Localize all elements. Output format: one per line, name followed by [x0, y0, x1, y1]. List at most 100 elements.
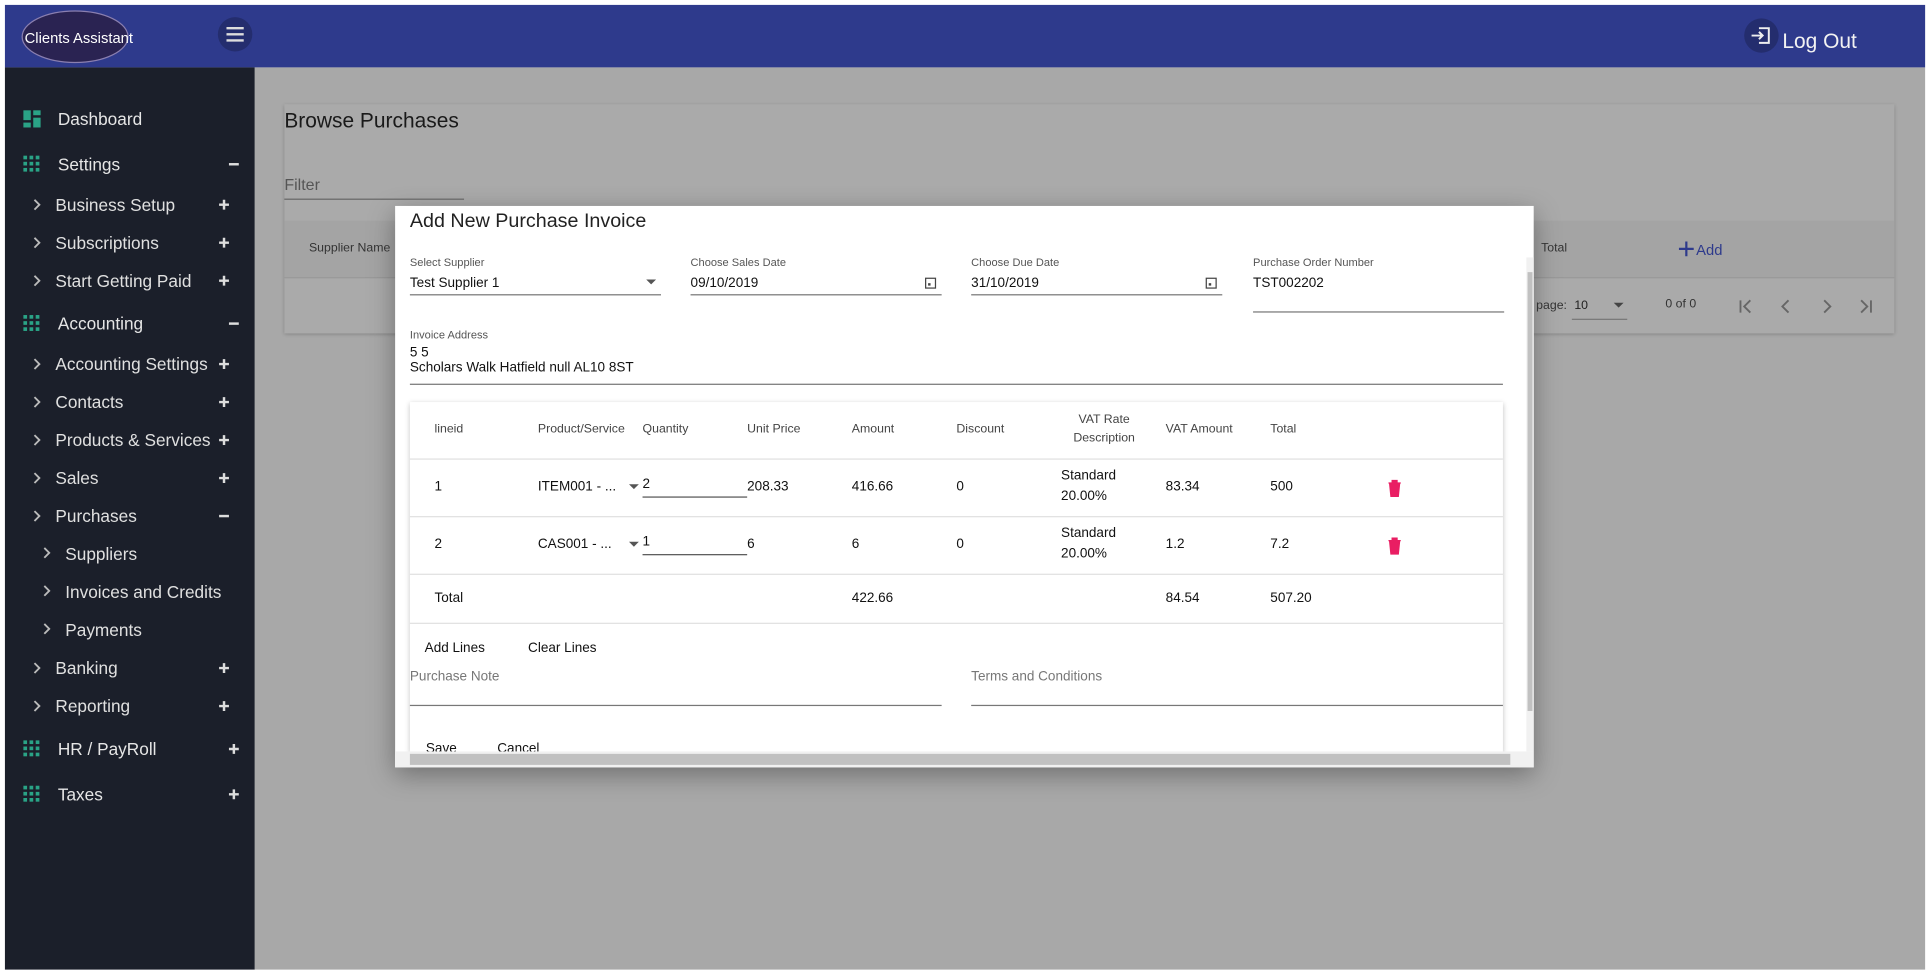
- nav-toggle[interactable]: [219, 780, 249, 809]
- select-arrow: [1613, 302, 1624, 308]
- pagination-button[interactable]: [1851, 292, 1881, 321]
- pagination-button[interactable]: [1812, 292, 1842, 321]
- menu-button[interactable]: [217, 17, 253, 52]
- select-arrow: [628, 541, 639, 547]
- field-underline: [409, 383, 1503, 385]
- nav-toggle[interactable]: [209, 266, 239, 295]
- cell: Standard 20.00%: [1061, 468, 1117, 504]
- nav-toggle[interactable]: [209, 387, 239, 416]
- nav-subitem[interactable]: Business Setup: [55, 194, 176, 215]
- field-value[interactable]: 09/10/2019: [690, 275, 759, 291]
- row-divider: [409, 622, 1503, 624]
- nav-subitem[interactable]: Products & Services: [55, 430, 211, 450]
- nav-subitem[interactable]: Purchases: [55, 506, 137, 526]
- nav-toggle[interactable]: [209, 653, 239, 682]
- input-underline: [642, 496, 748, 498]
- nav-item[interactable]: Taxes: [57, 784, 103, 805]
- field-underline: [971, 294, 1223, 296]
- nav-item[interactable]: HR / PayRoll: [57, 739, 157, 759]
- nav-subitem[interactable]: Invoices and Credits: [65, 582, 222, 602]
- nav-chevron: [33, 662, 41, 674]
- nav-toggle[interactable]: [209, 425, 239, 454]
- field-underline: [971, 704, 1503, 707]
- filter-input[interactable]: Filter: [284, 175, 320, 194]
- nav-toggle[interactable]: [219, 150, 249, 179]
- column-header: Total: [1270, 422, 1297, 437]
- logout-button[interactable]: Log Out: [1782, 29, 1857, 53]
- nav-subitem[interactable]: Contacts: [55, 392, 124, 412]
- nav-toggle[interactable]: [209, 349, 239, 378]
- nav-chevron: [33, 237, 41, 249]
- brand: Clients Assistant: [24, 29, 133, 47]
- nav-toggle[interactable]: [219, 734, 249, 763]
- cell[interactable]: ITEM001 - ...: [537, 479, 617, 494]
- total-amount: 422.66: [851, 590, 894, 606]
- address-line: 5 5: [409, 345, 429, 361]
- column-header: Unit Price: [747, 422, 801, 437]
- logout-icon[interactable]: [1744, 18, 1779, 53]
- calendar-icon[interactable]: [916, 268, 946, 297]
- field-value[interactable]: TST002202: [1253, 275, 1324, 291]
- add-icon[interactable]: [1672, 234, 1702, 263]
- nav-subitem[interactable]: Accounting Settings: [55, 354, 208, 374]
- cell: 6: [747, 536, 755, 552]
- nav-subitem[interactable]: Suppliers: [65, 544, 138, 564]
- terms-input[interactable]: Terms and Conditions: [971, 669, 1103, 684]
- cell: 83.34: [1165, 479, 1200, 494]
- nav-item[interactable]: Settings: [57, 154, 121, 175]
- calendar-icon[interactable]: [1196, 268, 1226, 297]
- nav-toggle[interactable]: [209, 190, 239, 219]
- cell: 2: [434, 536, 443, 552]
- quantity-input[interactable]: 1: [642, 534, 651, 550]
- clear-lines-button[interactable]: Clear Lines: [528, 641, 597, 656]
- cell[interactable]: CAS001 - ...: [537, 536, 612, 552]
- select-arrow: [646, 279, 657, 285]
- nav-toggle[interactable]: [209, 228, 239, 257]
- nav-chevron: [33, 510, 41, 522]
- nav-subitem[interactable]: Sales: [55, 468, 99, 488]
- column-header: Product/Service: [537, 422, 625, 437]
- nav-item[interactable]: Accounting: [57, 313, 144, 334]
- nav-subitem[interactable]: Start Getting Paid: [55, 270, 192, 291]
- nav-subitem[interactable]: Subscriptions: [55, 232, 159, 253]
- add-lines-button[interactable]: Add Lines: [424, 641, 485, 656]
- nav-chevron: [33, 434, 41, 446]
- filter-underline: [284, 198, 465, 200]
- nav-toggle[interactable]: [209, 501, 239, 530]
- select-underline: [1571, 318, 1628, 320]
- nav-item[interactable]: Dashboard: [57, 109, 143, 129]
- nav-subitem[interactable]: Banking: [55, 658, 118, 678]
- field-value[interactable]: 31/10/2019: [971, 275, 1039, 291]
- delete-button[interactable]: [1380, 473, 1410, 502]
- cell: 1: [434, 479, 443, 494]
- nav-subitem[interactable]: Payments: [65, 620, 142, 640]
- total-value: 507.20: [1270, 590, 1312, 606]
- column-header: Total: [1541, 241, 1568, 255]
- note-input[interactable]: Purchase Note: [409, 669, 500, 684]
- nav-subitem[interactable]: Reporting: [55, 696, 131, 716]
- pagination-button[interactable]: [1731, 292, 1761, 321]
- nav-toggle[interactable]: [209, 691, 239, 720]
- nav-chevron: [43, 547, 51, 559]
- pagination-button[interactable]: [1771, 292, 1801, 321]
- add-button[interactable]: Add: [1696, 241, 1723, 259]
- cell: 0: [956, 479, 964, 494]
- rows-per-page-select[interactable]: 10: [1574, 299, 1589, 313]
- page-range: 0 of 0: [1665, 297, 1697, 312]
- column-header: Quantity: [642, 422, 689, 437]
- row-divider: [409, 458, 1503, 460]
- nav-toggle[interactable]: [219, 309, 249, 338]
- nav-chevron: [33, 396, 41, 408]
- nav-chevron: [43, 623, 51, 635]
- quantity-input[interactable]: 2: [642, 476, 651, 492]
- nav-icon: [23, 155, 40, 172]
- field-value[interactable]: Test Supplier 1: [409, 275, 500, 291]
- cell: 416.66: [851, 479, 894, 494]
- nav-icon: [23, 740, 40, 757]
- cell: Standard 20.00%: [1061, 525, 1117, 562]
- delete-button[interactable]: [1380, 531, 1410, 560]
- nav-toggle[interactable]: [209, 463, 239, 492]
- sidebar: [4, 67, 255, 970]
- nav-icon: [23, 785, 40, 802]
